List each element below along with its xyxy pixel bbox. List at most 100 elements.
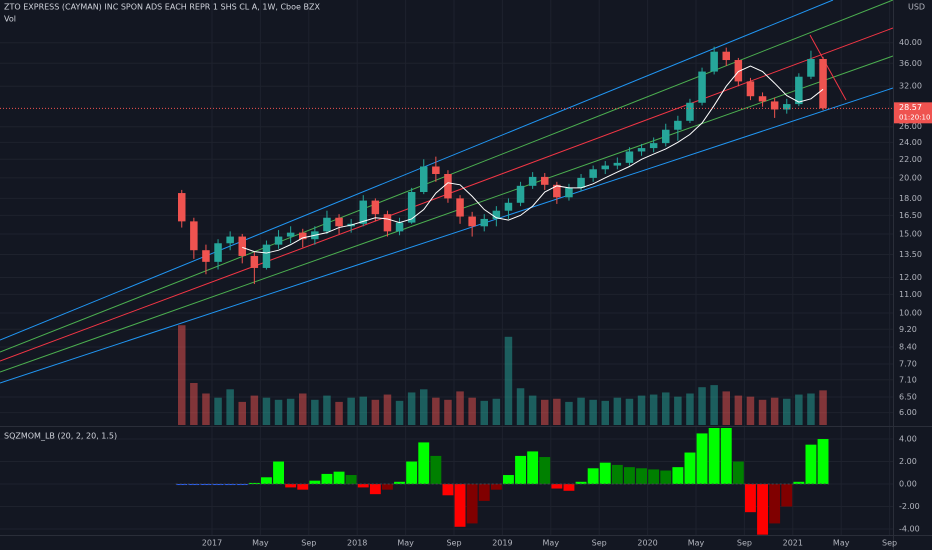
momentum-bar xyxy=(418,442,430,485)
candle-body xyxy=(323,217,331,232)
momentum-bar xyxy=(624,467,635,485)
volume-bar xyxy=(262,397,271,425)
volume-bar xyxy=(807,393,815,425)
y-tick-label: 20.00 xyxy=(899,173,922,182)
momentum-bar xyxy=(466,484,478,524)
candle-body xyxy=(504,202,513,211)
x-tick-label: Sep xyxy=(446,539,461,548)
volume-bar xyxy=(214,397,222,425)
x-tick-label: May xyxy=(397,539,414,548)
momentum-bar xyxy=(611,464,623,485)
candle-body xyxy=(359,200,368,224)
y-tick-label: 36.00 xyxy=(899,59,922,68)
volume-bar xyxy=(371,399,380,425)
volume-bar xyxy=(250,395,259,425)
volume-bar xyxy=(589,399,597,425)
candle-body xyxy=(383,214,392,232)
x-tick-label: Sep xyxy=(737,539,752,548)
volume-bar xyxy=(698,387,706,425)
y-tick-label: -4.00 xyxy=(899,525,920,534)
volume-bar xyxy=(770,397,779,425)
candle-body xyxy=(698,71,706,103)
momentum-bar xyxy=(261,477,272,485)
y-tick-label: 11.00 xyxy=(899,290,922,299)
momentum-bar xyxy=(176,484,188,486)
y-tick-label: 4.00 xyxy=(899,435,917,444)
candle-body xyxy=(214,243,222,262)
momentum-bar xyxy=(660,470,672,485)
momentum-bar xyxy=(369,484,381,495)
candle-body xyxy=(468,216,476,227)
candle-body xyxy=(190,221,198,251)
candle-body xyxy=(516,185,525,203)
y-tick-label: 40.00 xyxy=(899,38,922,47)
channel xyxy=(0,0,893,384)
volume-bar xyxy=(722,391,731,425)
volume-bar xyxy=(625,398,634,425)
volume-bar xyxy=(226,389,234,425)
volume-bar xyxy=(601,400,610,425)
chart-title: ZTO EXPRESS (CAYMAN) INC SPON ADS EACH R… xyxy=(4,3,320,12)
volume-bar xyxy=(395,400,404,425)
volume-layer xyxy=(177,325,827,425)
volume-bar xyxy=(613,397,622,425)
y-tick-label: 32.00 xyxy=(899,82,922,91)
volume-bar xyxy=(649,394,658,425)
momentum-bar xyxy=(224,484,236,486)
y-tick-label: -2.00 xyxy=(899,502,920,511)
x-tick-label: Sep xyxy=(301,539,316,548)
momentum-bar xyxy=(599,462,611,485)
volume-bar xyxy=(190,383,198,425)
momentum-bar xyxy=(551,484,563,489)
y-tick-label: 2.00 xyxy=(899,457,917,466)
volume-bar xyxy=(565,401,573,425)
candle-body xyxy=(480,218,489,227)
momentum-bar xyxy=(515,455,526,485)
candle-body xyxy=(335,217,343,227)
momentum-bar xyxy=(478,484,490,501)
momentum-bar xyxy=(285,484,297,488)
volume-bar xyxy=(540,399,549,425)
candle-body xyxy=(553,184,561,198)
candle-body xyxy=(613,162,622,166)
candle-body xyxy=(419,166,428,193)
momentum-bar xyxy=(188,484,200,486)
sma-line xyxy=(242,65,824,254)
y-tick-label: 6.00 xyxy=(899,408,917,417)
y-tick-label: 7.10 xyxy=(899,375,917,384)
candle-body xyxy=(432,166,440,175)
volume-bar xyxy=(407,392,416,425)
momentum-bar xyxy=(345,475,357,485)
x-tick-label: 2020 xyxy=(637,539,657,548)
candle-body xyxy=(492,210,501,219)
candle-body xyxy=(601,165,610,170)
volume-bar xyxy=(359,396,368,425)
currency-label: USD xyxy=(908,3,925,12)
y-tick-label: 18.00 xyxy=(899,194,922,203)
momentum-bar xyxy=(575,481,587,485)
candle-body xyxy=(577,177,585,188)
momentum-bar xyxy=(757,484,768,535)
volume-bar xyxy=(528,395,537,425)
momentum-bar xyxy=(732,461,744,485)
momentum-bar xyxy=(236,484,248,486)
volume-bar xyxy=(795,394,803,425)
momentum-bar xyxy=(805,444,817,485)
candle-body xyxy=(722,51,731,61)
momentum-bar xyxy=(684,452,696,485)
x-tick-label: Sep xyxy=(882,539,897,548)
momentum-bar xyxy=(333,471,345,485)
volume-bar xyxy=(432,397,440,425)
x-tick-label: Sep xyxy=(592,539,607,548)
candle-body xyxy=(444,174,452,199)
price-layer xyxy=(0,46,893,285)
y-tick-label: 0.00 xyxy=(899,480,917,489)
volume-bar xyxy=(238,401,247,425)
volume-bar xyxy=(383,394,392,425)
volume-bar xyxy=(202,393,210,425)
indicator-layer xyxy=(175,428,830,535)
momentum-bar xyxy=(406,461,418,485)
volume-bar xyxy=(686,393,694,425)
